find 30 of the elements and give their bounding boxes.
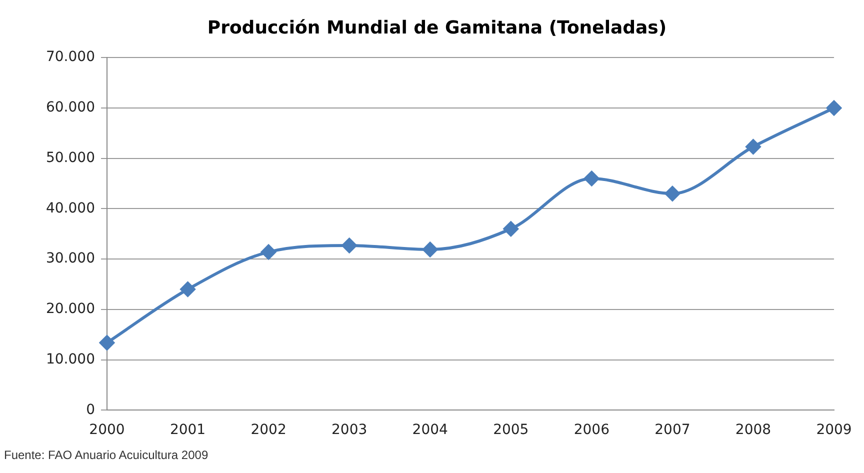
y-tick-label: 70.000: [46, 49, 95, 66]
point: [746, 139, 761, 154]
y-tick-label: 60.000: [46, 100, 95, 116]
point: [99, 335, 114, 350]
x-tick-label: 2007: [654, 422, 690, 438]
source-note: Fuente: FAO Anuario Acuicultura 2009: [4, 448, 208, 462]
point: [261, 244, 276, 260]
point: [664, 186, 680, 202]
point: [503, 221, 518, 236]
y-tick-label: 10.000: [46, 351, 95, 368]
x-tick-label: 2008: [735, 422, 772, 438]
y-tick-label: 40.000: [46, 200, 95, 216]
y-tick-label: 30.000: [46, 250, 95, 267]
x-tick-label: 2000: [89, 422, 125, 438]
x-tick-label: 2009: [816, 422, 852, 438]
x-tick-label: 2005: [493, 422, 529, 438]
point: [180, 282, 196, 297]
x-tick-label: 2002: [250, 422, 286, 438]
x-tick-label: 2004: [412, 422, 448, 438]
point: [826, 100, 842, 116]
x-tick-label: 2006: [574, 422, 610, 438]
x-tick-label: 2001: [170, 422, 206, 438]
x-tick-label: 2003: [332, 422, 368, 438]
y-tick-label: 0: [86, 402, 95, 418]
point: [342, 238, 357, 253]
chart-title: Producción Mundial de Gamitana (Toneladas): [207, 17, 667, 38]
y-tick-label: 50.000: [46, 150, 95, 166]
y-tick-label: 20.000: [46, 301, 95, 318]
point: [584, 170, 600, 186]
point: [422, 242, 438, 258]
